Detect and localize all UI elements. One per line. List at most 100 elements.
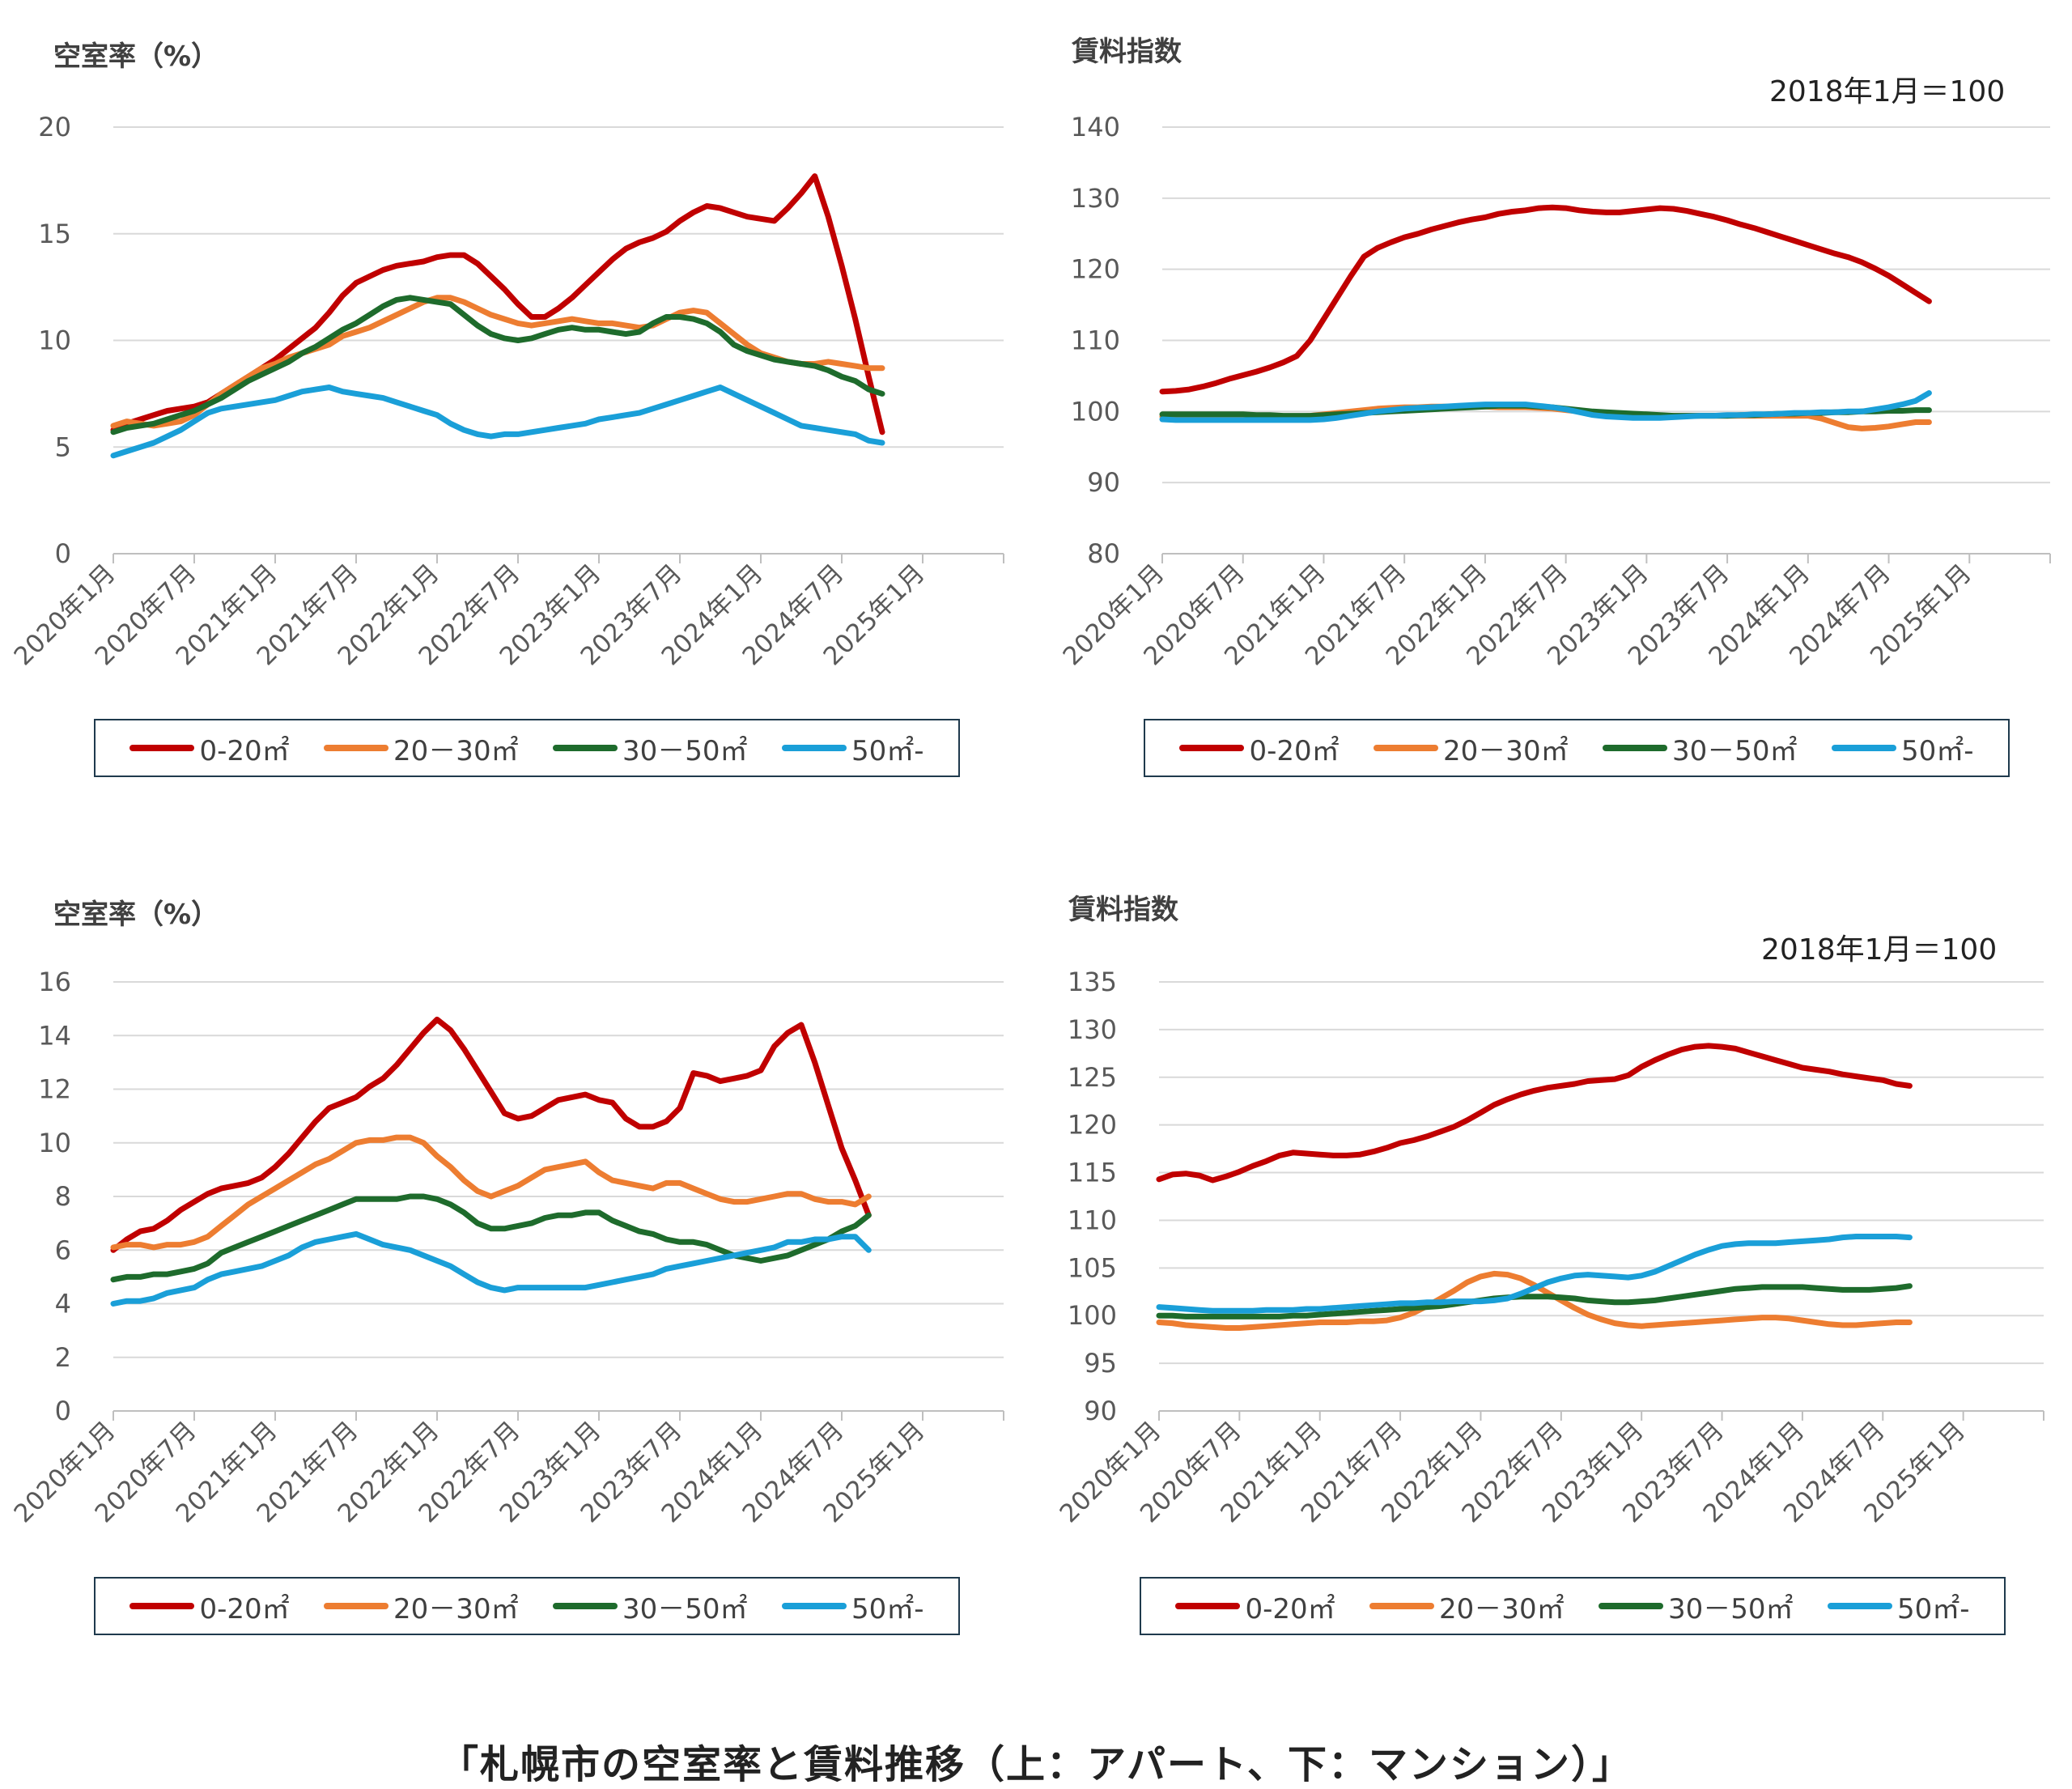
y-tick-label: 80 (1087, 538, 1120, 569)
figure-caption: 「札幌市の空室率と賃料推移（上：アパート、下：マンション）」 (439, 1742, 1633, 1787)
y-tick-label: 10 (38, 1128, 71, 1158)
legend-swatch (1179, 745, 1245, 751)
legend-label: 30－50㎡ (622, 1592, 748, 1625)
chart-plot: 90951001051101151201251301352020年1月2020年… (1055, 967, 2044, 1528)
legend-item: 20－30㎡ (324, 1587, 519, 1626)
y-tick-label: 8 (55, 1181, 71, 1212)
chart-panel-mansion-rent-index: 賃料指数 2018年1月＝100 90 95 100 105 110 115 120 125 1… (1036, 858, 2072, 1668)
series-line-2 (110, 1134, 872, 1251)
legend-swatch (1175, 1603, 1241, 1609)
y-tick-label: 95 (1084, 1348, 1117, 1379)
legend-item: 20－30㎡ (1374, 729, 1569, 768)
series-line-2 (110, 295, 885, 429)
legend-swatch (1831, 745, 1896, 751)
y-tick-label: 120 (1071, 254, 1120, 285)
legend-swatch (781, 745, 847, 751)
legend-swatch (324, 745, 389, 751)
chart-plot: 02468101214162020年1月2020年7月2021年1月2021年7… (9, 967, 1004, 1528)
legend-label: 0-20㎡ (1249, 734, 1340, 767)
y-tick-label: 90 (1087, 467, 1120, 498)
legend-item: 30－50㎡ (553, 1587, 748, 1626)
y-tick-label: 16 (38, 967, 71, 997)
legend-label: 50㎡- (1896, 1592, 1970, 1625)
legend-item: 30－50㎡ (1599, 1587, 1794, 1626)
y-tick-label: 100 (1068, 1300, 1117, 1331)
legend-item: 0-20㎡ (130, 1587, 290, 1626)
legend-label: 0-20㎡ (199, 734, 290, 767)
chart-note: 2018年1月＝100 (1769, 75, 2006, 108)
legend-item: 50㎡- (781, 729, 924, 768)
legend-label: 50㎡- (851, 734, 924, 767)
y-tick-label: 140 (1071, 112, 1120, 142)
chart-title: 空室率（%） (53, 899, 219, 931)
chart-panel-apartment-vacancy: 空室率（%） 0 5 10 15 20 2020年1月 2020年7月 2021年1月 2021… (0, 0, 1036, 810)
y-tick-label: 5 (55, 431, 71, 462)
y-tick-label: 2 (55, 1342, 71, 1373)
legend-swatch (781, 1603, 847, 1609)
series-line-3 (110, 1193, 872, 1283)
legend-item: 0-20㎡ (130, 729, 290, 768)
y-tick-label: 6 (55, 1234, 71, 1265)
chart-note: 2018年1月＝100 (1761, 933, 1998, 967)
y-tick-label: 12 (38, 1074, 71, 1105)
legend-item: 20－30㎡ (324, 729, 519, 768)
legend-item: 50㎡- (781, 1587, 924, 1626)
legend-swatch (1603, 745, 1668, 751)
legend-label: 50㎡- (1900, 734, 1974, 767)
chart-title: 賃料指数 (1072, 36, 1182, 68)
y-tick-label: 135 (1068, 967, 1117, 997)
y-tick-label: 0 (55, 1396, 71, 1426)
legend-label: 30－50㎡ (622, 734, 748, 767)
legend-label: 20－30㎡ (1443, 734, 1569, 767)
legend-item: 0-20㎡ (1175, 1587, 1335, 1626)
legend-item: 0-20㎡ (1179, 729, 1340, 768)
y-tick-label: 120 (1068, 1110, 1117, 1141)
y-tick-label: 105 (1068, 1252, 1117, 1283)
legend-swatch (130, 745, 195, 751)
chart-panel-mansion-vacancy: 空室率（%） 0 2 4 6 8 10 12 14 16 2020年1月 2020年7月 2021年1… (0, 858, 1036, 1668)
series-line-3 (110, 295, 885, 436)
series-line-1 (1159, 204, 1932, 395)
legend-swatch (1374, 745, 1439, 751)
legend-swatch (1827, 1603, 1892, 1609)
y-tick-label: 110 (1071, 325, 1120, 356)
y-tick-label: 14 (38, 1020, 71, 1051)
chart-legend: 0-20㎡ 20－30㎡ 30－50㎡ 50㎡- (94, 1577, 960, 1635)
legend-label: 20－30㎡ (393, 1592, 519, 1625)
legend-label: 20－30㎡ (1439, 1592, 1565, 1625)
legend-label: 50㎡- (851, 1592, 924, 1625)
legend-swatch (1599, 1603, 1664, 1609)
chart-legend: 0-20㎡ 20－30㎡ 30－50㎡ 50㎡- (1144, 719, 2010, 777)
legend-item: 30－50㎡ (553, 729, 748, 768)
series-line-2 (1156, 1270, 1913, 1331)
legend-item: 50㎡- (1831, 729, 1974, 768)
y-tick-label: 130 (1068, 1014, 1117, 1045)
legend-label: 20－30㎡ (393, 734, 519, 767)
chart-plot: 80901001101201301402020年1月2020年7月2021年1月… (1058, 112, 2051, 671)
y-tick-label: 10 (38, 325, 71, 356)
legend-item: 50㎡- (1827, 1587, 1970, 1626)
y-tick-label: 20 (38, 112, 71, 142)
chart-legend: 0-20㎡ 20－30㎡ 30－50㎡ 50㎡- (1140, 1577, 2006, 1635)
series-line-4 (110, 385, 885, 459)
chart-plot: 051015202020年1月2020年7月2021年1月2021年7月2022… (9, 112, 1004, 671)
y-tick-label: 0 (55, 538, 71, 569)
series-line-3 (1156, 1283, 1913, 1319)
legend-swatch (324, 1603, 389, 1609)
legend-label: 30－50㎡ (1672, 734, 1798, 767)
series-line-4 (1159, 390, 1932, 423)
legend-swatch (1369, 1603, 1435, 1609)
y-tick-label: 130 (1071, 183, 1120, 214)
chart-legend: 0-20㎡ 20－30㎡ 30－50㎡ 50㎡- (94, 719, 960, 777)
series-line-1 (1156, 1043, 1913, 1183)
y-tick-label: 90 (1084, 1396, 1117, 1426)
series-line-1 (110, 1016, 872, 1253)
series-line-4 (110, 1230, 872, 1307)
chart-title: 賃料指数 (1068, 894, 1178, 926)
y-tick-label: 15 (38, 219, 71, 249)
chart-title: 空室率（%） (53, 40, 219, 73)
y-tick-label: 115 (1068, 1158, 1117, 1188)
y-tick-label: 4 (55, 1289, 71, 1319)
legend-swatch (553, 745, 618, 751)
legend-label: 30－50㎡ (1668, 1592, 1794, 1625)
